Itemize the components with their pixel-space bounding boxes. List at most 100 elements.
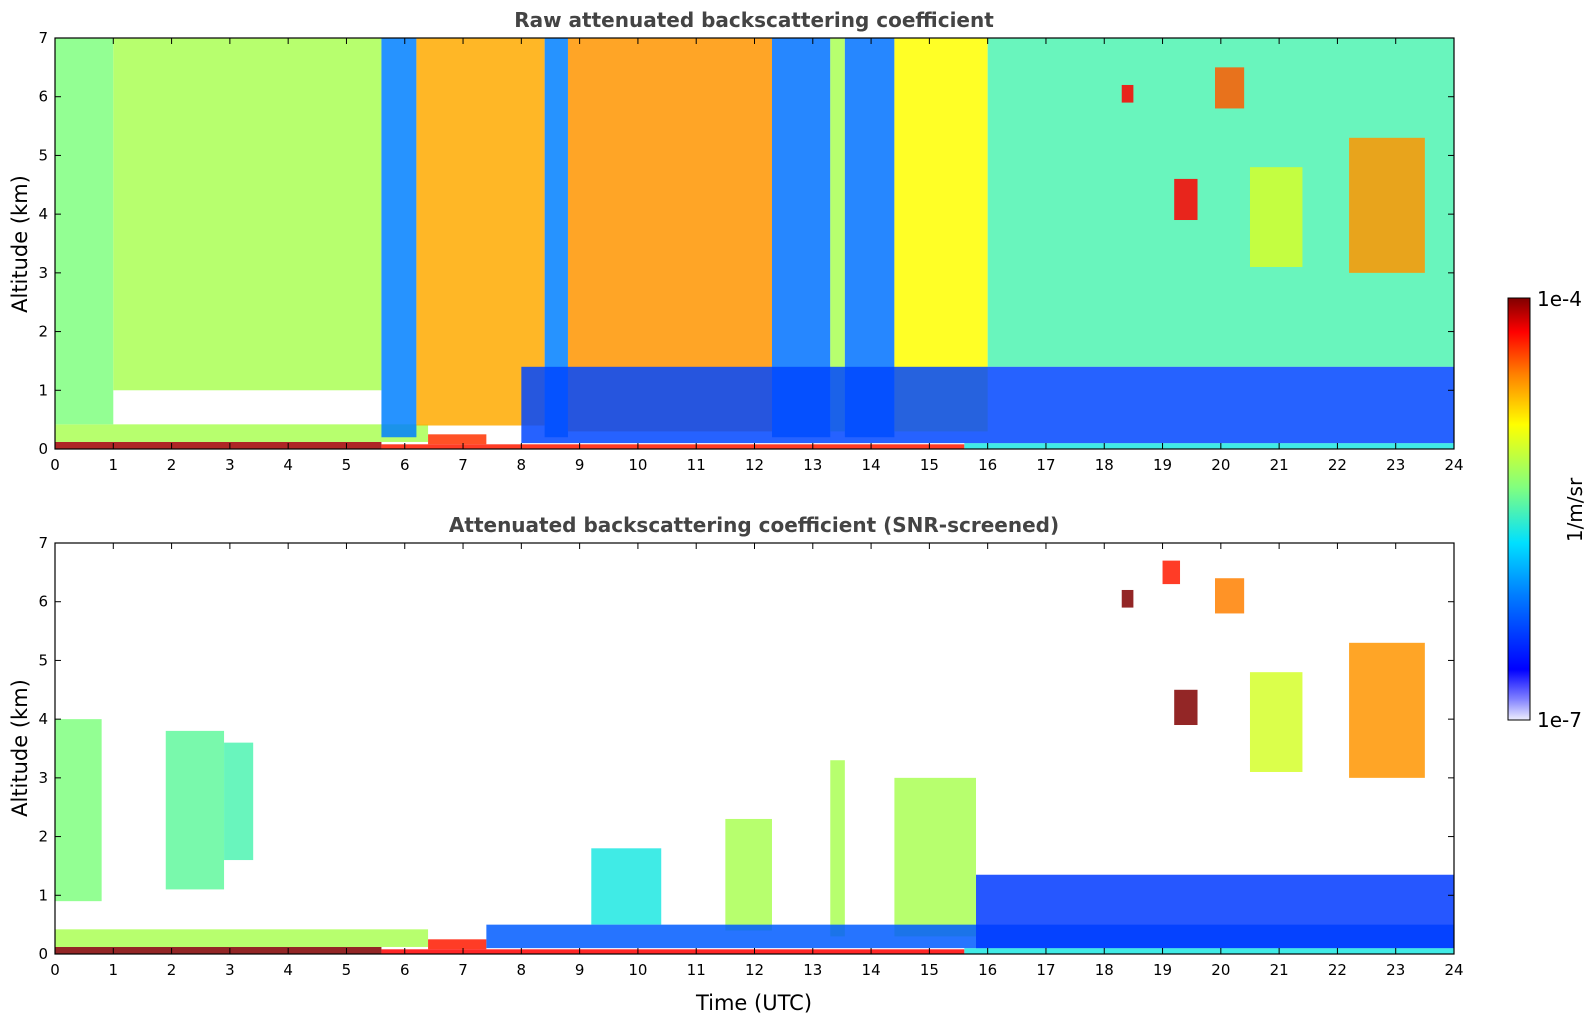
x-tick-label: 14 [862, 456, 881, 474]
heatmap-cell [544, 38, 568, 438]
heatmap-cell [1349, 137, 1425, 273]
heatmap-cell [964, 948, 1454, 954]
x-tick-label: 11 [687, 961, 706, 979]
x-tick-label: 12 [745, 456, 764, 474]
heatmap-cell [976, 874, 1454, 949]
x-tick-label: 16 [978, 961, 997, 979]
y-tick-label: 1 [38, 381, 48, 399]
heatmap-cell [964, 443, 1454, 449]
heatmap-cell [1249, 167, 1303, 267]
heatmap-cell [381, 949, 965, 954]
x-tick-label: 15 [920, 961, 939, 979]
x-tick-label: 10 [628, 456, 647, 474]
heatmap-cell [55, 929, 429, 947]
x-tick-label: 6 [400, 961, 410, 979]
heatmap-cell [113, 38, 382, 391]
y-tick-label: 1 [38, 886, 48, 904]
heatmap-cell [521, 366, 1454, 444]
x-tick-label: 17 [1036, 961, 1055, 979]
y-tick-label: 5 [38, 146, 48, 164]
x-tick-label: 1 [109, 456, 119, 474]
heatmap-cell [591, 848, 662, 925]
x-tick-label: 22 [1328, 456, 1347, 474]
heatmap-cell [1249, 672, 1303, 772]
heatmap-cell [567, 38, 772, 432]
heatmap-cell [416, 38, 545, 426]
x-tick-label: 21 [1270, 456, 1289, 474]
heatmap-cell [830, 38, 845, 432]
colorbar: 1e-4 1e-7 1/m/sr [1507, 287, 1587, 732]
heatmap-cell [381, 38, 417, 438]
heatmap-cell [1162, 560, 1181, 585]
y-tick-label: 6 [38, 88, 48, 106]
heatmap-cell [1349, 642, 1425, 778]
heatmap-cell [1174, 178, 1198, 221]
snr-screened-panel: Attenuated backscattering coefficient (S… [8, 513, 1464, 1015]
x-tick-label: 5 [342, 961, 352, 979]
heatmap-cell [224, 742, 254, 861]
heatmap-cell [55, 441, 382, 449]
x-axis: 0 1 2 3 4 5 6 7 8 9 10 11 12 13 14 15 16 17 18 19 20 21 22 23 24 [50, 543, 1464, 979]
x-tick-label: 18 [1095, 961, 1114, 979]
y-tick-label: 0 [38, 440, 48, 458]
heatmap-cell [428, 434, 487, 445]
x-tick-label: 23 [1386, 961, 1405, 979]
x-tick-label: 10 [628, 961, 647, 979]
heatmap-cell [830, 760, 845, 937]
y-tick-label: 0 [38, 945, 48, 963]
x-tick-label: 7 [458, 456, 468, 474]
x-tick-label: 24 [1444, 961, 1463, 979]
y-tick-label: 3 [38, 769, 48, 787]
x-tick-label: 12 [745, 961, 764, 979]
x-tick-label: 21 [1270, 961, 1289, 979]
x-tick-label: 14 [862, 961, 881, 979]
y-axis: 0 1 2 3 4 5 6 7 [38, 29, 1454, 458]
y-tick-label: 2 [38, 828, 48, 846]
x-axis: 0 1 2 3 4 5 6 7 8 9 10 11 12 13 14 15 16 17 18 19 20 21 22 23 24 [50, 38, 1464, 474]
x-tick-label: 24 [1444, 456, 1463, 474]
y-axis-label: Altitude (km) [8, 175, 32, 313]
x-tick-label: 2 [167, 961, 177, 979]
x-tick-label: 6 [400, 456, 410, 474]
heatmap-cell [1121, 84, 1134, 103]
heatmap-cell [55, 38, 114, 425]
heatmap-cells [55, 38, 1454, 449]
x-tick-label: 3 [225, 456, 235, 474]
y-tick-label: 4 [38, 205, 48, 223]
x-tick-label: 2 [167, 456, 177, 474]
y-axis: 0 1 2 3 4 5 6 7 [38, 534, 1454, 963]
heatmap-cell [428, 939, 487, 950]
y-tick-label: 2 [38, 323, 48, 341]
heatmap-cell [55, 719, 102, 902]
heatmap-cell [55, 946, 382, 954]
colorbar-min-label: 1e-7 [1537, 708, 1582, 732]
x-tick-label: 4 [283, 961, 293, 979]
x-tick-label: 13 [803, 456, 822, 474]
x-tick-label: 17 [1036, 456, 1055, 474]
y-tick-label: 6 [38, 593, 48, 611]
x-tick-label: 8 [517, 456, 527, 474]
x-tick-label: 0 [50, 456, 60, 474]
x-tick-label: 20 [1211, 456, 1230, 474]
x-tick-label: 0 [50, 961, 60, 979]
x-tick-label: 19 [1153, 456, 1172, 474]
heatmap-cells [55, 560, 1454, 954]
x-tick-label: 22 [1328, 961, 1347, 979]
heatmap-cell [1121, 589, 1134, 608]
y-tick-label: 7 [38, 534, 48, 552]
heatmap-cell [894, 777, 977, 937]
y-tick-label: 4 [38, 710, 48, 728]
x-axis-label: Time (UTC) [695, 991, 812, 1015]
y-tick-label: 3 [38, 264, 48, 282]
heatmap-cell [1174, 689, 1198, 726]
heatmap-cell [55, 424, 429, 442]
x-tick-label: 11 [687, 456, 706, 474]
colorbar-label: 1/m/sr [1563, 477, 1587, 542]
x-tick-label: 16 [978, 456, 997, 474]
x-tick-label: 9 [575, 961, 585, 979]
heatmap-cell [725, 818, 772, 931]
x-tick-label: 13 [803, 961, 822, 979]
x-tick-label: 15 [920, 456, 939, 474]
y-tick-label: 5 [38, 651, 48, 669]
